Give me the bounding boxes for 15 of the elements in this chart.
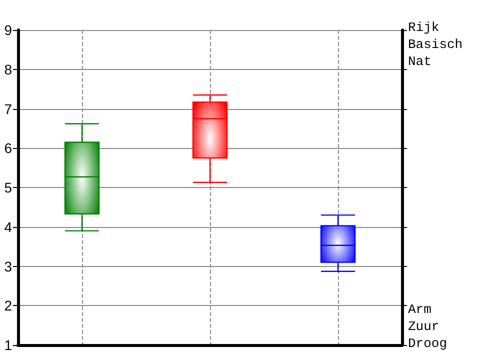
text: Nat — [408, 54, 432, 69]
text: Arm — [408, 302, 432, 317]
y-tick-label: 5 — [4, 180, 12, 196]
y-tick-label: 3 — [4, 258, 12, 274]
text: Basisch — [408, 37, 463, 52]
y-tick-label: 6 — [4, 140, 12, 156]
y-tick-label: 2 — [4, 298, 12, 314]
y-tick-label: 9 — [4, 22, 12, 38]
text: Zuur — [408, 319, 440, 334]
y-tick-label: 7 — [4, 100, 12, 117]
text: Rijk — [408, 20, 440, 35]
y-tick-label: 8 — [4, 61, 12, 78]
y-tick-label: 4 — [4, 218, 12, 235]
y-tick-label: 1 — [4, 337, 12, 353]
text: Droog — [408, 336, 448, 351]
